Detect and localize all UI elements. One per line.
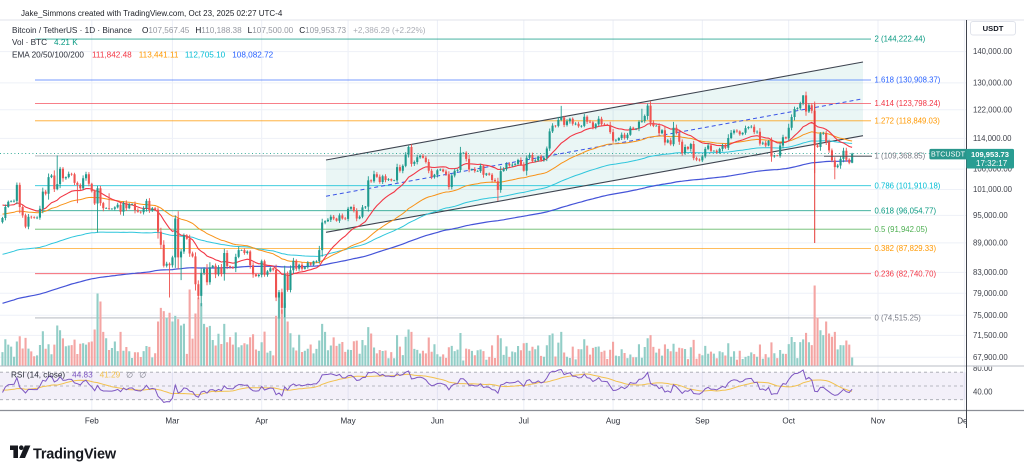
svg-text:Apr: Apr xyxy=(255,416,268,425)
svg-text:Mar: Mar xyxy=(165,416,179,425)
svg-text:TradingView: TradingView xyxy=(33,447,117,463)
svg-text:140,000.00: 140,000.00 xyxy=(973,47,1013,56)
svg-text:1.272 (118,849.03): 1.272 (118,849.03) xyxy=(875,116,941,125)
svg-text:0.618 (96,054.77): 0.618 (96,054.77) xyxy=(875,206,937,215)
svg-text:79,000.00: 79,000.00 xyxy=(973,289,1008,298)
svg-text:130,000.00: 130,000.00 xyxy=(973,79,1013,88)
svg-text:89,000.00: 89,000.00 xyxy=(973,239,1008,248)
svg-text:Jun: Jun xyxy=(431,416,444,425)
svg-text:2 (144,222.44): 2 (144,222.44) xyxy=(875,35,926,44)
svg-text:Jul: Jul xyxy=(519,416,530,425)
svg-text:Bitcoin / TetherUS · 1D · Bina: Bitcoin / TetherUS · 1D · Binance O107,56… xyxy=(12,26,426,35)
svg-text:0 (74,515.25): 0 (74,515.25) xyxy=(875,314,922,323)
svg-text:122,000.00: 122,000.00 xyxy=(973,105,1013,114)
svg-text:67,900.00: 67,900.00 xyxy=(973,353,1008,362)
svg-text:USDT: USDT xyxy=(983,24,1004,33)
svg-text:75,000.00: 75,000.00 xyxy=(973,311,1008,320)
svg-text:1 (109,368.85): 1 (109,368.85) xyxy=(875,152,926,161)
svg-text:40.00: 40.00 xyxy=(973,387,993,396)
svg-text:Sep: Sep xyxy=(695,416,710,425)
svg-text:114,000.00: 114,000.00 xyxy=(973,134,1012,143)
svg-text:109,953.73: 109,953.73 xyxy=(971,150,1009,159)
svg-text:0.5 (91,942.05): 0.5 (91,942.05) xyxy=(875,225,928,234)
svg-text:0.236 (82,740.70): 0.236 (82,740.70) xyxy=(875,269,937,278)
svg-text:Jake_Simmons created with Trad: Jake_Simmons created with TradingView.co… xyxy=(21,9,283,18)
svg-text:80.00: 80.00 xyxy=(973,364,993,373)
svg-text:17:32:17: 17:32:17 xyxy=(976,159,1008,168)
svg-text:Dec: Dec xyxy=(957,416,971,425)
svg-text:BTCUSDT: BTCUSDT xyxy=(931,150,966,159)
svg-text:1.414 (123,798.24): 1.414 (123,798.24) xyxy=(875,99,941,108)
svg-text:71,500.00: 71,500.00 xyxy=(973,331,1008,340)
svg-text:Aug: Aug xyxy=(606,416,620,425)
svg-text:106,000.00: 106,000.00 xyxy=(973,165,1013,174)
svg-text:0.382 (87,829.33): 0.382 (87,829.33) xyxy=(875,244,937,253)
svg-text:0.786 (101,910.18): 0.786 (101,910.18) xyxy=(875,181,941,190)
svg-text:May: May xyxy=(340,416,356,425)
svg-text:101,000.00: 101,000.00 xyxy=(973,185,1013,194)
svg-text:83,000.00: 83,000.00 xyxy=(973,268,1008,277)
svg-text:Feb: Feb xyxy=(85,416,99,425)
svg-text:1.618 (130,908.37): 1.618 (130,908.37) xyxy=(875,76,941,85)
svg-text:Oct: Oct xyxy=(782,416,795,425)
svg-text:Nov: Nov xyxy=(871,416,886,425)
svg-text:95,000.00: 95,000.00 xyxy=(973,211,1008,220)
